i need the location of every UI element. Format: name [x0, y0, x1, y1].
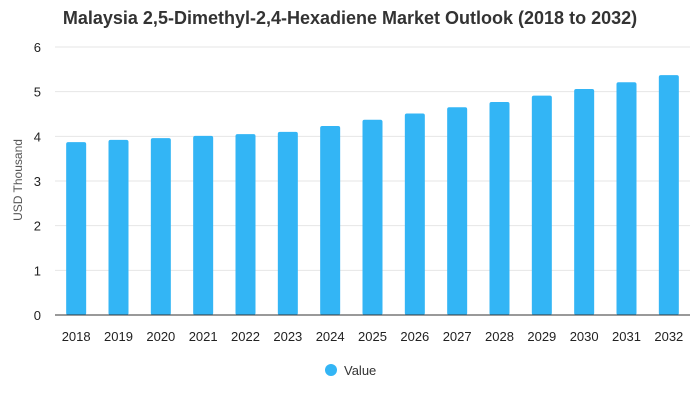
y-tick-label: 5: [34, 85, 41, 100]
x-tick-label: 2024: [316, 329, 345, 344]
legend-label: Value: [344, 363, 376, 378]
bar-2031[interactable]: [616, 82, 637, 315]
x-tick-label: 2032: [654, 329, 683, 344]
bar-2025[interactable]: [362, 119, 383, 315]
bar-2019[interactable]: [108, 139, 129, 315]
bar-2028[interactable]: [489, 101, 510, 315]
y-tick-label: 1: [34, 263, 41, 278]
y-tick-label: 4: [34, 129, 41, 144]
y-axis-title: USD Thousand: [11, 139, 25, 221]
legend-swatch: [325, 364, 337, 376]
legend[interactable]: Value: [325, 363, 376, 378]
x-tick-label: 2023: [273, 329, 302, 344]
x-tick-label: 2021: [189, 329, 218, 344]
bar-2024[interactable]: [320, 126, 341, 315]
bar-2027[interactable]: [447, 107, 468, 315]
bar-2029[interactable]: [531, 95, 552, 315]
bars: [66, 75, 679, 315]
bar-2020[interactable]: [150, 138, 171, 315]
chart-title: Malaysia 2,5-Dimethyl-2,4-Hexadiene Mark…: [62, 8, 638, 28]
x-tick-label: 2018: [62, 329, 91, 344]
y-tick-label: 6: [34, 40, 41, 55]
y-tick-label: 3: [34, 174, 41, 189]
x-tick-label: 2025: [358, 329, 387, 344]
x-tick-label: 2020: [146, 329, 175, 344]
y-tick-label: 2: [34, 219, 41, 234]
y-tick-label: 0: [34, 308, 41, 323]
axes: 0 1 2 3 4 5 6 2018 2019 2020 2021 2022 2023 2024 2025 2…: [34, 40, 690, 344]
x-tick-label: 2019: [104, 329, 133, 344]
bar-2022[interactable]: [235, 134, 256, 315]
x-tick-label: 2022: [231, 329, 260, 344]
bar-2032[interactable]: [658, 75, 679, 315]
bar-2026[interactable]: [404, 113, 425, 315]
x-tick-label: 2026: [400, 329, 429, 344]
x-tick-label: 2027: [443, 329, 472, 344]
x-tick-label: 2028: [485, 329, 514, 344]
x-tick-label: 2030: [570, 329, 599, 344]
bar-2023[interactable]: [277, 131, 298, 315]
bar-2018[interactable]: [66, 142, 87, 315]
bar-2030[interactable]: [574, 88, 595, 315]
x-tick-label: 2029: [527, 329, 556, 344]
bar-2021[interactable]: [193, 135, 214, 315]
x-tick-label: 2031: [612, 329, 641, 344]
